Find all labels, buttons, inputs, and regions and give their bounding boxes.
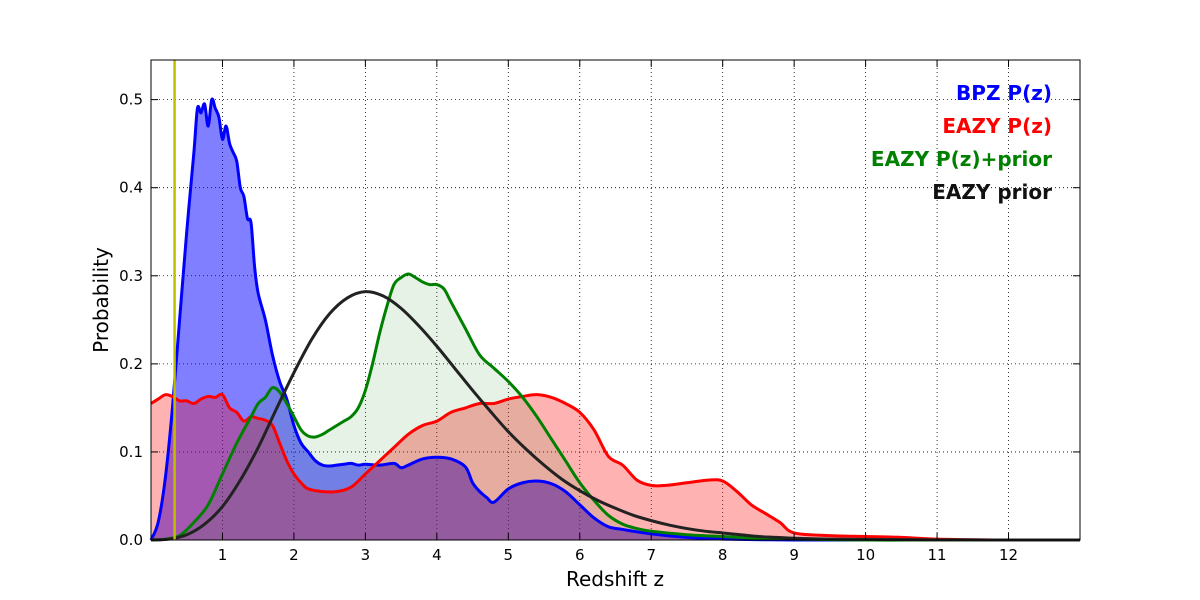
series-fill-0 (151, 99, 1080, 541)
legend-entry: EAZY prior (932, 180, 1052, 204)
x-tick-label: 11 (928, 546, 947, 564)
x-tick-label: 9 (789, 546, 799, 564)
x-tick-label: 3 (361, 546, 371, 564)
legend-entry: BPZ P(z) (956, 81, 1052, 105)
x-tick-label: 1 (218, 546, 228, 564)
series-line-1 (150, 392, 1080, 542)
x-tick-label: 4 (432, 546, 442, 564)
x-tick-label: 7 (646, 546, 656, 564)
series-line-2 (150, 272, 1080, 542)
plot-frame (150, 59, 1081, 541)
y-tick-label: 0.3 (119, 267, 143, 285)
y-tick-label: 0.2 (119, 355, 143, 373)
series-fill-1 (151, 394, 1080, 541)
legend-entry: EAZY P(z) (942, 114, 1052, 138)
y-tick-label: 0.5 (119, 91, 143, 109)
x-tick-label: 5 (504, 546, 514, 564)
legend-entry: EAZY P(z)+prior (871, 147, 1052, 171)
series-line-0 (149, 97, 1080, 542)
series-fill-2 (151, 274, 1080, 541)
x-tick-label: 8 (718, 546, 728, 564)
y-axis-title: Probability (89, 247, 113, 353)
tick-layer: 1 2 3 4 5 6 7 8 9 10 11 120.00.10.20.30.40.5 (119, 60, 1080, 564)
y-tick-label: 0.4 (119, 179, 143, 197)
x-tick-label: 6 (575, 546, 585, 564)
x-tick-label: 10 (856, 546, 875, 564)
y-tick-label: 0.0 (119, 531, 143, 549)
series-layer (149, 60, 1081, 542)
x-tick-label: 12 (999, 546, 1018, 564)
frame-layer (150, 59, 1081, 541)
legend-layer: BPZ P(z) EAZY P(z) EAZY P(z)+prior EAZY pri… (871, 81, 1052, 204)
x-axis-title: Redshift z (566, 567, 664, 591)
x-tick-label: 2 (289, 546, 299, 564)
grid-layer (151, 60, 1080, 541)
y-tick-label: 0.1 (119, 443, 143, 461)
